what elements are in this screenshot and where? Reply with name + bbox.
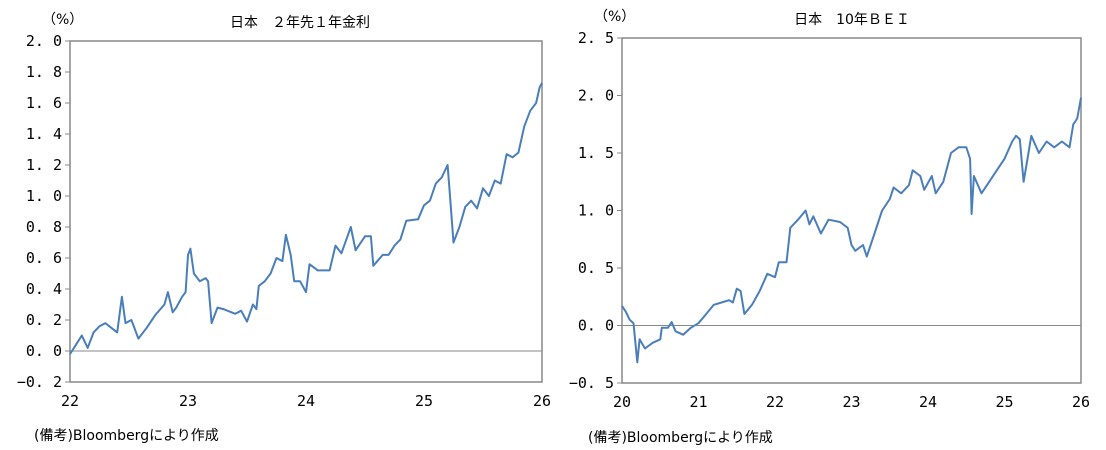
y-tick-label: −0. 2 bbox=[17, 373, 62, 391]
y-tick-label: 0. 8 bbox=[26, 218, 62, 236]
chart-title-0: 日本 ２年先１年金利 bbox=[230, 15, 370, 31]
x-tick-label: 23 bbox=[842, 393, 860, 411]
x-tick-label: 24 bbox=[919, 393, 937, 411]
y-tick-label: 0. 5 bbox=[578, 259, 614, 277]
plot-frame-1 bbox=[621, 37, 1082, 384]
series-line-1 bbox=[621, 97, 1082, 364]
x-tick-label: 26 bbox=[1072, 393, 1090, 411]
y-tick-label: 2. 5 bbox=[578, 29, 614, 47]
x-tick-label: 21 bbox=[689, 393, 707, 411]
y-tick-label: 0. 2 bbox=[26, 311, 62, 329]
y-unit-label-1: （%） bbox=[594, 9, 635, 25]
x-tick-label: 25 bbox=[415, 392, 433, 410]
y-tick-label: −0. 5 bbox=[569, 374, 614, 392]
plot-frame-0 bbox=[69, 40, 543, 383]
y-tick-label: 0. 4 bbox=[26, 280, 62, 298]
y-tick-label: 1. 0 bbox=[26, 187, 62, 205]
series-line-0 bbox=[69, 82, 543, 355]
source-note-right: (備考)Bloombergにより作成 bbox=[588, 430, 773, 446]
y-tick-label: 0. 6 bbox=[26, 249, 62, 267]
y-tick-label: 1. 8 bbox=[26, 63, 62, 81]
chart-title-1: 日本 10年ＢＥＩ bbox=[794, 12, 910, 28]
x-tick-label: 25 bbox=[995, 393, 1013, 411]
y-tick-label: 0. 0 bbox=[578, 317, 614, 335]
y-unit-label-0: （%） bbox=[42, 12, 83, 28]
x-tick-label: 26 bbox=[533, 392, 551, 410]
y-tick-label: 2. 0 bbox=[578, 87, 614, 105]
y-tick-label: 0. 0 bbox=[26, 342, 62, 360]
y-tick-label: 2. 0 bbox=[26, 32, 62, 50]
y-tick-label: 1. 4 bbox=[26, 125, 62, 143]
x-tick-label: 22 bbox=[61, 392, 79, 410]
x-tick-label: 23 bbox=[179, 392, 197, 410]
x-tick-label: 24 bbox=[297, 392, 315, 410]
y-tick-label: 1. 6 bbox=[26, 94, 62, 112]
x-tick-label: 20 bbox=[613, 393, 631, 411]
y-tick-label: 1. 0 bbox=[578, 202, 614, 220]
x-tick-label: 22 bbox=[766, 393, 784, 411]
y-tick-label: 1. 2 bbox=[26, 156, 62, 174]
source-note-left: (備考)Bloombergにより作成 bbox=[34, 428, 219, 444]
y-tick-label: 1. 5 bbox=[578, 144, 614, 162]
